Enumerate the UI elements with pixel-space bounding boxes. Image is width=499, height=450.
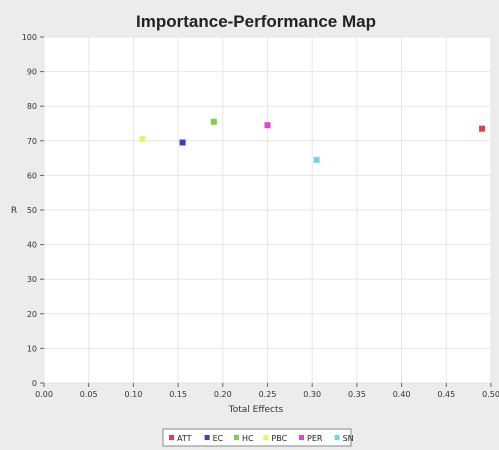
y-tick-label: 80 — [27, 102, 37, 111]
x-tick-label: 0.20 — [214, 390, 232, 399]
data-point-att — [479, 126, 485, 132]
x-tick-label: 0.10 — [124, 390, 142, 399]
x-tick-label: 0.50 — [482, 390, 499, 399]
x-tick-label: 0.00 — [35, 390, 53, 399]
data-point-pbc — [139, 136, 145, 142]
y-tick-label: 90 — [27, 68, 37, 77]
x-tick-label: 0.05 — [80, 390, 98, 399]
legend-swatch-sn — [335, 435, 340, 440]
y-tick-label: 50 — [27, 206, 37, 215]
data-point-hc — [211, 119, 217, 125]
legend-label-att: ATT — [177, 434, 192, 443]
x-tick-label: 0.35 — [348, 390, 366, 399]
legend-label-per: PER — [307, 434, 323, 443]
x-tick-label: 0.30 — [303, 390, 321, 399]
legend-swatch-att — [169, 435, 174, 440]
x-tick-label: 0.45 — [437, 390, 455, 399]
y-tick-label: 70 — [27, 137, 37, 146]
data-point-sn — [314, 157, 320, 163]
x-axis-label: Total Effects — [228, 405, 284, 415]
data-point-ec — [180, 140, 186, 146]
legend-label-ec: EC — [213, 434, 224, 443]
y-tick-label: 20 — [27, 310, 37, 319]
legend-label-pbc: PBC — [271, 434, 287, 443]
legend-swatch-per — [299, 435, 304, 440]
legend-label-hc: HC — [242, 434, 254, 443]
x-tick-label: 0.15 — [169, 390, 187, 399]
x-tick-label: 0.25 — [259, 390, 277, 399]
x-tick-label: 0.40 — [393, 390, 411, 399]
legend-swatch-pbc — [263, 435, 268, 440]
legend-label-sn: SN — [343, 434, 354, 443]
y-tick-label: 100 — [22, 33, 37, 42]
y-tick-label: 0 — [32, 379, 37, 388]
y-tick-label: 30 — [27, 275, 37, 284]
y-tick-label: 10 — [27, 344, 37, 353]
legend-swatch-hc — [234, 435, 239, 440]
y-tick-label: 40 — [27, 241, 37, 250]
chart-title: Importance-Performance Map — [136, 12, 376, 31]
legend-swatch-ec — [205, 435, 210, 440]
y-axis-label: R — [11, 206, 17, 216]
data-point-per — [265, 122, 271, 128]
y-tick-label: 60 — [27, 171, 37, 180]
